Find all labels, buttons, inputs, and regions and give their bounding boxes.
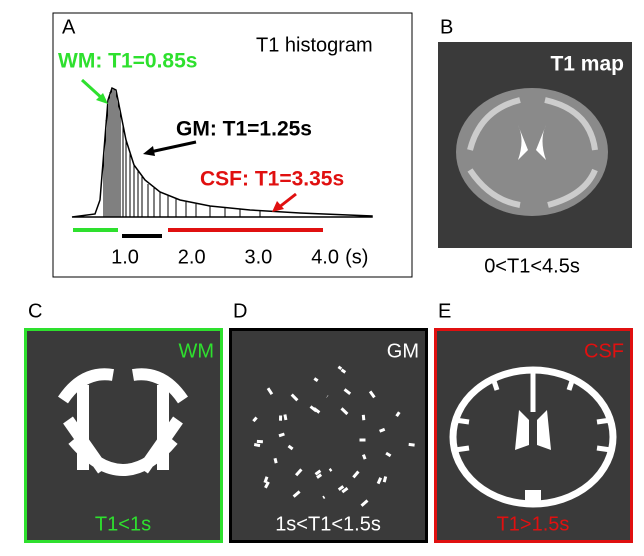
panel-label: A (62, 16, 76, 38)
histogram-bins (103, 88, 261, 217)
brain-texture (467, 97, 598, 208)
x-unit: (s) (345, 246, 368, 268)
caption: T1<1s (95, 513, 151, 535)
arrow-head (96, 93, 108, 104)
ventricles (518, 125, 546, 160)
gm-mask (252, 365, 415, 507)
panel-title: T1 histogram (256, 34, 373, 56)
annotation: WM: T1=0.85s (58, 50, 197, 73)
panel-title: CSF (584, 340, 624, 362)
csf-ventricles (515, 410, 551, 502)
csf-sulci (454, 372, 612, 453)
arrow (149, 140, 197, 154)
brain (456, 88, 608, 216)
panel-title: T1 map (550, 53, 624, 76)
panel-label: B (440, 16, 453, 38)
mask (58, 368, 188, 476)
csf-outline (449, 366, 617, 508)
annotation: GM: T1=1.25s (176, 118, 312, 141)
panel-label: E (438, 300, 451, 322)
image (229, 328, 428, 543)
panel-title: WM (178, 340, 214, 362)
caption: 0<T1<4.5s (484, 255, 580, 277)
arrow-head (272, 201, 284, 212)
x-tick-label: 2.0 (178, 246, 206, 268)
x-tick-label: 1.0 (111, 246, 139, 268)
x-tick-label: 3.0 (244, 246, 272, 268)
panel-label: D (233, 300, 247, 322)
arrow-head (143, 146, 155, 156)
x-tick-label: 4.0 (311, 246, 339, 268)
mask (252, 365, 415, 507)
mask (449, 366, 617, 508)
annotation: CSF: T1=3.35s (200, 168, 344, 191)
panel-title: GM (387, 340, 419, 362)
caption: T1>1.5s (497, 513, 570, 535)
wm-mask (58, 368, 188, 476)
panel-label: C (28, 300, 42, 322)
image (24, 328, 223, 543)
caption: 1s<T1<1.5s (275, 513, 381, 535)
